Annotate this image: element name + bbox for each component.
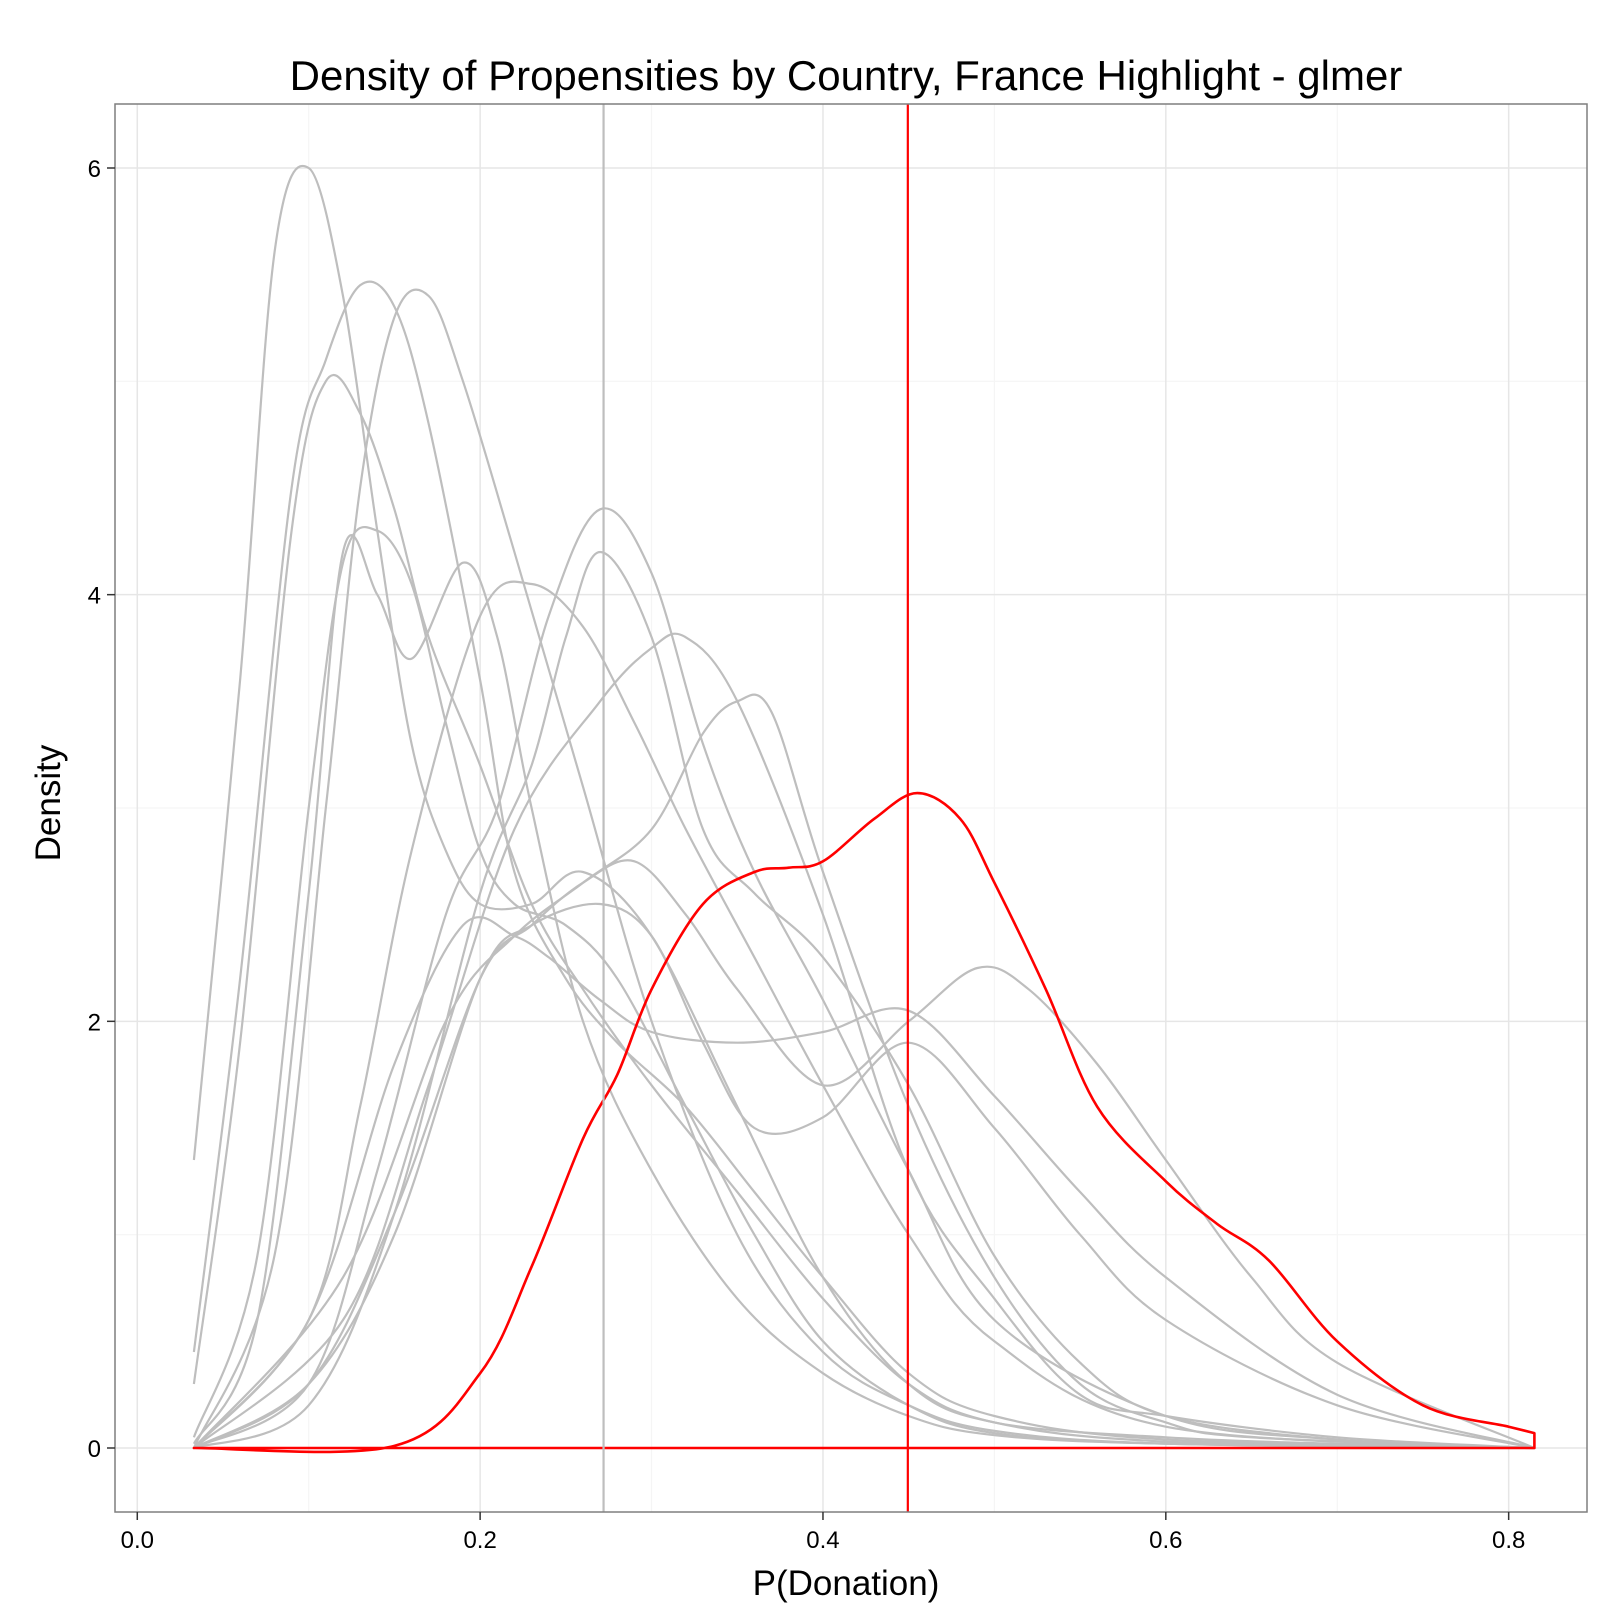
x-axis-ticks: 0.0 0.2 0.4 0.6 0.8 <box>121 1512 1525 1554</box>
country-density-curve-8 <box>193 507 1535 1450</box>
y-axis-label: Density <box>29 744 68 861</box>
x-axis-label: P(Donation) <box>753 1564 940 1603</box>
density-curves <box>192 164 1536 1454</box>
y-axis-ticks: 0 2 4 6 <box>88 156 115 1463</box>
y-tick-label: 6 <box>88 156 101 183</box>
x-tick-label: 0.6 <box>1149 1527 1182 1554</box>
panel-border <box>114 103 1588 1513</box>
country-density-curve-6 <box>192 534 1535 1450</box>
france-density-curve <box>192 791 1536 1454</box>
y-tick-label: 4 <box>88 583 101 610</box>
y-tick-label: 0 <box>88 1436 101 1463</box>
country-density-curve-9 <box>193 550 1535 1450</box>
x-tick-label: 0.2 <box>463 1527 496 1554</box>
y-tick-label: 2 <box>88 1009 101 1036</box>
country-density-curve-10 <box>193 632 1535 1450</box>
chart-title: Density of Propensities by Country, Fran… <box>290 52 1403 99</box>
minor-gridlines <box>115 104 1587 1512</box>
country-density-curve-11 <box>193 693 1535 1450</box>
country-density-curve-13 <box>193 859 1535 1450</box>
country-density-curve-3 <box>192 373 1535 1450</box>
country-density-curve-2 <box>192 280 1535 1450</box>
country-density-curve-12 <box>193 916 1535 1450</box>
country-density-curve-7 <box>193 580 1535 1450</box>
x-tick-label: 0.4 <box>806 1527 839 1554</box>
country-density-curve-4 <box>192 288 1535 1450</box>
country-density-curve-5 <box>192 526 1535 1450</box>
country-density-curve-14 <box>193 902 1535 1450</box>
x-tick-label: 0.0 <box>121 1527 154 1554</box>
reference-lines <box>602 104 909 1512</box>
x-tick-label: 0.8 <box>1492 1527 1525 1554</box>
